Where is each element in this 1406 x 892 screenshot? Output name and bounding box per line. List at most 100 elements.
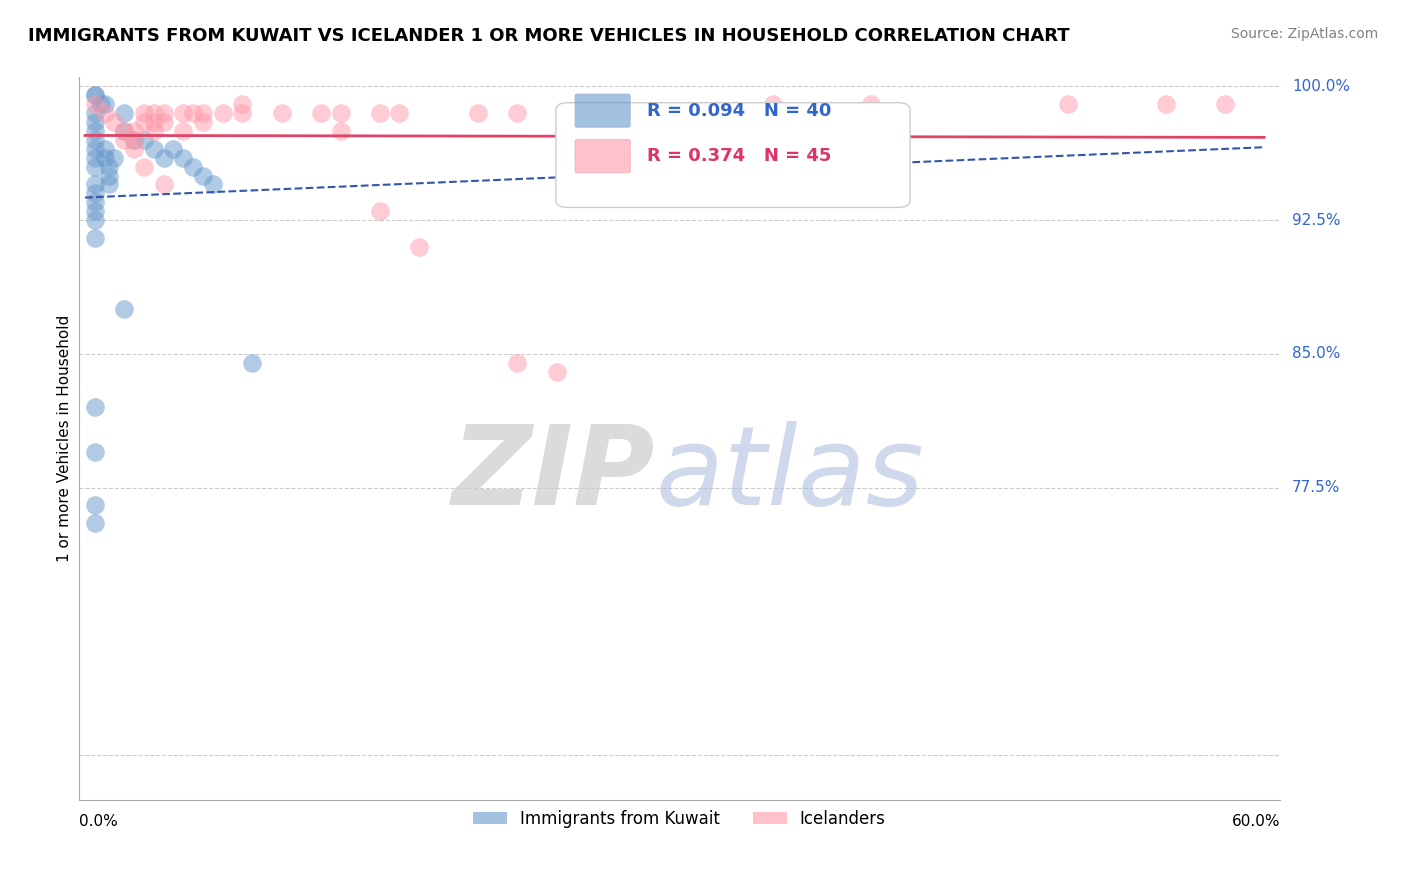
Point xyxy=(142,106,165,120)
Text: Source: ZipAtlas.com: Source: ZipAtlas.com xyxy=(1230,27,1378,41)
Point xyxy=(152,151,174,165)
Point xyxy=(132,106,155,120)
Point xyxy=(122,124,145,138)
Text: R = 0.374   N = 45: R = 0.374 N = 45 xyxy=(647,147,831,165)
Point xyxy=(1154,97,1177,112)
Point xyxy=(211,106,233,120)
FancyBboxPatch shape xyxy=(575,139,630,173)
Point xyxy=(860,97,883,112)
Point xyxy=(83,106,105,120)
Point xyxy=(309,106,332,120)
Point xyxy=(122,142,145,156)
Point xyxy=(93,97,115,112)
Point xyxy=(329,106,352,120)
Point xyxy=(1213,97,1236,112)
Point xyxy=(93,142,115,156)
Point xyxy=(231,106,253,120)
Point xyxy=(83,88,105,103)
Legend: Immigrants from Kuwait, Icelanders: Immigrants from Kuwait, Icelanders xyxy=(467,803,893,835)
Point xyxy=(1056,97,1078,112)
Point xyxy=(172,151,194,165)
Point xyxy=(103,115,125,129)
Point xyxy=(506,356,529,370)
Point xyxy=(83,401,105,415)
Text: R = 0.094   N = 40: R = 0.094 N = 40 xyxy=(647,102,831,120)
Point xyxy=(83,88,105,103)
Point xyxy=(142,142,165,156)
Point xyxy=(83,445,105,459)
Point xyxy=(112,302,135,317)
Point xyxy=(97,169,120,183)
Point xyxy=(172,106,194,120)
Point xyxy=(132,115,155,129)
Text: 100.0%: 100.0% xyxy=(1292,78,1350,94)
Text: IMMIGRANTS FROM KUWAIT VS ICELANDER 1 OR MORE VEHICLES IN HOUSEHOLD CORRELATION : IMMIGRANTS FROM KUWAIT VS ICELANDER 1 OR… xyxy=(28,27,1070,45)
Point xyxy=(122,133,145,147)
Point xyxy=(329,124,352,138)
Point xyxy=(270,106,292,120)
Point xyxy=(83,97,105,112)
Point xyxy=(83,204,105,219)
Point xyxy=(664,106,686,120)
Point xyxy=(83,160,105,174)
Text: atlas: atlas xyxy=(655,421,924,528)
Text: 60.0%: 60.0% xyxy=(1232,814,1279,829)
Point xyxy=(191,169,214,183)
Point xyxy=(83,195,105,210)
Point xyxy=(83,124,105,138)
Text: 92.5%: 92.5% xyxy=(1292,212,1340,227)
Point xyxy=(181,106,204,120)
Point xyxy=(83,231,105,245)
Point xyxy=(181,160,204,174)
Point xyxy=(231,97,253,112)
Point xyxy=(762,106,785,120)
Point xyxy=(368,204,391,219)
Point xyxy=(83,142,105,156)
Text: ZIP: ZIP xyxy=(451,421,655,528)
Point xyxy=(83,115,105,129)
Point xyxy=(388,106,411,120)
Point xyxy=(112,106,135,120)
Point xyxy=(132,160,155,174)
Point xyxy=(152,115,174,129)
Point xyxy=(83,133,105,147)
Point xyxy=(132,133,155,147)
Point xyxy=(162,142,184,156)
Point xyxy=(152,106,174,120)
Point xyxy=(112,124,135,138)
Text: 0.0%: 0.0% xyxy=(79,814,118,829)
Point xyxy=(83,178,105,192)
Point xyxy=(368,106,391,120)
Point xyxy=(506,106,529,120)
Point xyxy=(93,106,115,120)
Point xyxy=(83,151,105,165)
Text: 77.5%: 77.5% xyxy=(1292,480,1340,495)
Point xyxy=(172,124,194,138)
Point xyxy=(83,499,105,513)
Point xyxy=(546,365,568,379)
Point xyxy=(83,213,105,227)
Point xyxy=(83,186,105,201)
Point xyxy=(142,124,165,138)
Point xyxy=(201,178,224,192)
Point xyxy=(97,178,120,192)
FancyBboxPatch shape xyxy=(575,94,630,128)
Point xyxy=(240,356,263,370)
FancyBboxPatch shape xyxy=(555,103,910,208)
Point xyxy=(152,178,174,192)
Point xyxy=(112,133,135,147)
Y-axis label: 1 or more Vehicles in Household: 1 or more Vehicles in Household xyxy=(58,315,72,562)
Point xyxy=(467,106,489,120)
Point xyxy=(191,115,214,129)
Point xyxy=(97,160,120,174)
Point xyxy=(142,115,165,129)
Text: 85.0%: 85.0% xyxy=(1292,346,1340,361)
Point xyxy=(565,106,588,120)
Point xyxy=(408,240,430,254)
Point xyxy=(762,97,785,112)
Point xyxy=(90,97,112,112)
Point xyxy=(83,516,105,531)
Point xyxy=(93,151,115,165)
Point xyxy=(191,106,214,120)
Point xyxy=(122,133,145,147)
